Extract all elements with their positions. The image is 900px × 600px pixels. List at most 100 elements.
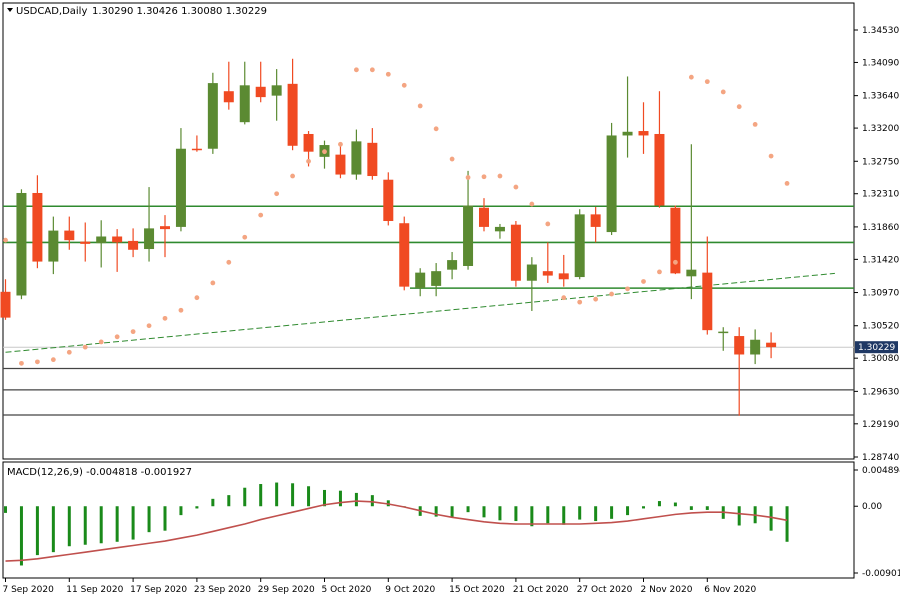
candle-body	[686, 269, 697, 277]
bull-candle[interactable]	[144, 187, 155, 262]
sar-dot	[577, 299, 583, 305]
bull-candle[interactable]	[447, 251, 458, 280]
bear-candle[interactable]	[0, 279, 11, 320]
bull-candle[interactable]	[622, 76, 633, 158]
sar-dot	[720, 89, 726, 95]
price-tick-label: 1.30970	[862, 289, 899, 299]
bear-candle[interactable]	[191, 135, 202, 152]
candle-body	[128, 240, 139, 250]
price-tick-label: 1.31860	[862, 223, 899, 233]
bull-candle[interactable]	[319, 140, 330, 169]
candle-body	[239, 85, 250, 123]
current-price-tag: 1.30229	[855, 341, 898, 354]
candle-body	[191, 148, 202, 151]
macd-histogram-bar	[19, 506, 23, 566]
sar-dot	[529, 201, 535, 207]
macd-signal-line	[5, 500, 788, 562]
bear-candle[interactable]	[590, 206, 601, 243]
bull-candle[interactable]	[207, 72, 218, 154]
macd-layer	[4, 482, 789, 566]
bull-candle[interactable]	[606, 122, 617, 236]
bear-candle[interactable]	[112, 229, 123, 272]
bull-candle[interactable]	[574, 209, 585, 280]
bull-candle[interactable]	[750, 329, 761, 365]
bear-candle[interactable]	[255, 61, 266, 103]
bull-candle[interactable]	[463, 170, 474, 270]
time-tick-label: 6 Nov 2020	[704, 585, 756, 595]
bull-candle[interactable]	[271, 69, 282, 121]
bear-candle[interactable]	[558, 254, 569, 287]
price-tick-label: 1.31420	[862, 255, 899, 265]
bear-candle[interactable]	[766, 332, 777, 359]
macd-histogram-bar	[657, 501, 661, 507]
bull-candle[interactable]	[175, 128, 186, 232]
trendline[interactable]	[5, 272, 835, 353]
bear-candle[interactable]	[638, 102, 649, 154]
candle-body	[463, 205, 474, 266]
bear-candle[interactable]	[399, 216, 410, 291]
macd-histogram-bar	[147, 506, 151, 533]
sar-dot	[465, 175, 471, 180]
sar-dot	[545, 221, 551, 227]
sar-dot	[625, 286, 630, 292]
sar-dot	[752, 121, 758, 127]
price-tick-label: 1.30080	[862, 354, 899, 364]
macd-tick-label: -0.009016	[862, 569, 900, 579]
bear-candle[interactable]	[510, 221, 521, 287]
bull-candle[interactable]	[48, 216, 59, 275]
bear-candle[interactable]	[128, 228, 139, 258]
bear-candle[interactable]	[702, 236, 713, 335]
candle-body	[160, 226, 170, 230]
sar-dot	[290, 173, 295, 179]
macd-histogram-bar	[307, 486, 311, 507]
price-tick-label: 1.33200	[862, 124, 899, 134]
dropdown-triangle-icon[interactable]	[7, 8, 13, 12]
candle-body	[175, 148, 186, 227]
candle-body	[734, 336, 745, 355]
bull-candle[interactable]	[526, 257, 537, 311]
symbol-label: USDCAD,Daily	[16, 6, 87, 17]
bear-candle[interactable]	[654, 91, 665, 208]
bear-candle[interactable]	[542, 242, 553, 283]
bear-candle[interactable]	[335, 142, 346, 179]
time-tick-label: 9 Oct 2020	[385, 585, 435, 595]
ohlc-values: 1.30290 1.30426 1.30080 1.30229	[92, 6, 267, 17]
bull-candle[interactable]	[718, 327, 729, 351]
candle-body	[80, 241, 91, 244]
macd-histogram-bar	[195, 506, 199, 509]
bull-candle[interactable]	[239, 61, 250, 125]
candle-body	[510, 224, 521, 281]
current-price-label: 1.30229	[858, 343, 895, 353]
bear-candle[interactable]	[383, 172, 394, 226]
bear-candle[interactable]	[734, 327, 745, 416]
bull-candle[interactable]	[415, 268, 426, 297]
sar-dot	[322, 149, 327, 155]
candle-body	[431, 271, 442, 286]
bull-candle[interactable]	[351, 129, 362, 180]
bull-candle[interactable]	[16, 189, 27, 300]
sar-dot	[274, 191, 280, 197]
bull-candle[interactable]	[431, 263, 442, 297]
candle-body	[542, 271, 553, 276]
macd-histogram-bar	[99, 506, 103, 544]
bear-candle[interactable]	[223, 61, 234, 110]
bear-candle[interactable]	[479, 198, 489, 232]
macd-histogram-bar	[562, 506, 566, 525]
bear-candle[interactable]	[64, 216, 75, 250]
levels-layer	[3, 205, 854, 416]
bear-candle[interactable]	[32, 175, 43, 269]
bull-candle[interactable]	[96, 220, 107, 268]
time-tick-label: 23 Sep 2020	[194, 585, 251, 595]
bull-candle[interactable]	[494, 223, 505, 239]
bear-candle[interactable]	[160, 215, 170, 258]
bear-candle[interactable]	[287, 58, 298, 151]
price-tick-label: 1.28740	[862, 453, 899, 463]
macd-histogram-bar	[514, 506, 518, 522]
macd-histogram-bar	[227, 495, 231, 507]
candle-body	[16, 192, 27, 296]
macd-histogram-bar	[51, 506, 55, 553]
bull-candle[interactable]	[686, 144, 697, 300]
bear-candle[interactable]	[80, 222, 91, 262]
bear-candle[interactable]	[367, 128, 378, 180]
